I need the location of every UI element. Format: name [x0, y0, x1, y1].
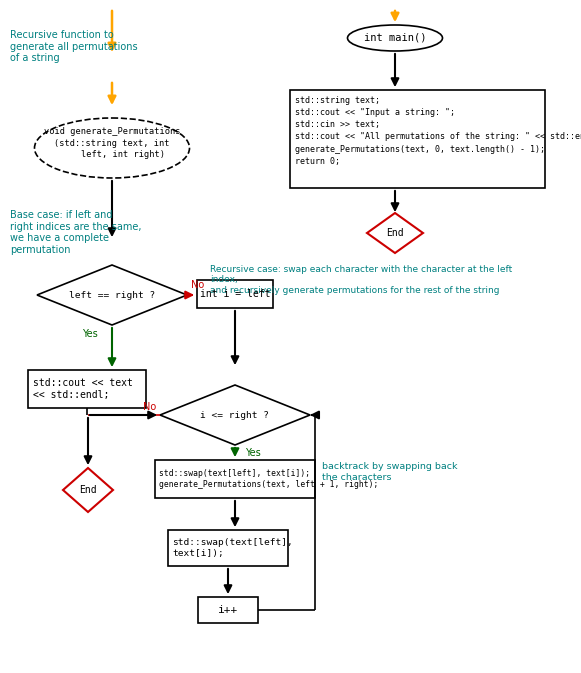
- Text: std::swap(text[left], text[i]);
generate_Permutations(text, left + 1, right);: std::swap(text[left], text[i]); generate…: [159, 468, 378, 489]
- FancyBboxPatch shape: [168, 530, 288, 566]
- FancyBboxPatch shape: [197, 280, 273, 308]
- Text: void generate_Permutations
(std::string text, int
    left, int right): void generate_Permutations (std::string …: [44, 127, 180, 159]
- Text: End: End: [79, 485, 97, 495]
- Ellipse shape: [34, 118, 189, 178]
- Text: i++: i++: [218, 605, 238, 615]
- FancyBboxPatch shape: [198, 597, 258, 623]
- Text: No: No: [191, 280, 205, 290]
- FancyBboxPatch shape: [28, 370, 146, 408]
- Text: Recursive case: swap each character with the character at the left
index,
and re: Recursive case: swap each character with…: [210, 265, 512, 295]
- Text: Yes: Yes: [245, 448, 261, 458]
- Text: int main(): int main(): [364, 33, 426, 43]
- Text: i <= right ?: i <= right ?: [200, 411, 270, 419]
- FancyBboxPatch shape: [155, 460, 315, 498]
- Text: left == right ?: left == right ?: [69, 291, 155, 299]
- Text: std::swap(text[left],
text[i]);: std::swap(text[left], text[i]);: [172, 538, 293, 559]
- FancyBboxPatch shape: [290, 90, 545, 188]
- Text: std::string text;
std::cout << "Input a string: ";
std::cin >> text;
std::cout <: std::string text; std::cout << "Input a …: [295, 96, 581, 166]
- Text: End: End: [386, 228, 404, 238]
- Text: int i = left: int i = left: [200, 289, 270, 299]
- Text: backtrack by swapping back
the characters: backtrack by swapping back the character…: [322, 462, 457, 482]
- Text: std::cout << text
<< std::endl;: std::cout << text << std::endl;: [33, 378, 133, 400]
- Text: No: No: [143, 402, 156, 412]
- Text: Yes: Yes: [82, 329, 98, 339]
- Text: Base case: if left and
right indices are the same,
we have a complete
permutatio: Base case: if left and right indices are…: [10, 210, 142, 255]
- Text: Recursive function to
generate all permutations
of a string: Recursive function to generate all permu…: [10, 30, 138, 63]
